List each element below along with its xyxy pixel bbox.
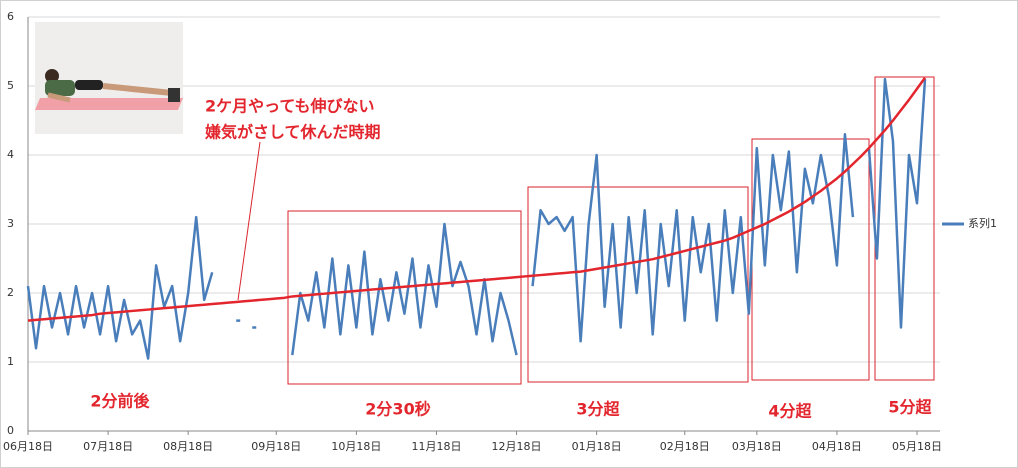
y-tick-label: 2 [7, 286, 14, 299]
x-tick-label: 05月18日 [892, 440, 942, 453]
photo [35, 22, 183, 134]
x-tick-label: 09月18日 [251, 440, 301, 453]
data-line [26, 77, 927, 360]
x-tick-label: 04月18日 [812, 440, 862, 453]
phase-label: 2分30秒 [365, 400, 430, 419]
x-tick-label: 02月18日 [660, 440, 710, 453]
legend-label: 系列1 [968, 216, 997, 230]
x-tick-label: 01月18日 [572, 440, 622, 453]
x-tick-label: 03月18日 [732, 440, 782, 453]
note-text: 嫌気がさして休んだ時期 [204, 123, 381, 142]
x-tick-label: 06月18日 [3, 440, 53, 453]
note-text: 2ケ月やっても伸びない [205, 97, 375, 116]
y-tick-label: 6 [7, 10, 14, 23]
phase-label: 3分超 [576, 400, 620, 419]
x-tick-label: 11月18日 [411, 440, 461, 453]
y-tick-label: 5 [7, 79, 14, 92]
phase-label: 5分超 [888, 398, 932, 417]
phase-label: 2分前後 [90, 392, 150, 411]
x-tick-label: 08月18日 [163, 440, 213, 453]
y-tick-label: 3 [7, 217, 14, 230]
y-tick-label: 1 [7, 355, 14, 368]
highlight-boxes [287, 76, 935, 385]
x-tick-label: 12月18日 [492, 440, 542, 453]
leader-line [237, 141, 261, 301]
x-tick-label: 07月18日 [83, 440, 133, 453]
phase-label: 4分超 [768, 402, 812, 421]
trend-line [27, 76, 927, 322]
y-tick-label: 0 [7, 424, 14, 437]
y-tick-label: 4 [7, 148, 14, 161]
x-tick-label: 10月18日 [331, 440, 381, 453]
